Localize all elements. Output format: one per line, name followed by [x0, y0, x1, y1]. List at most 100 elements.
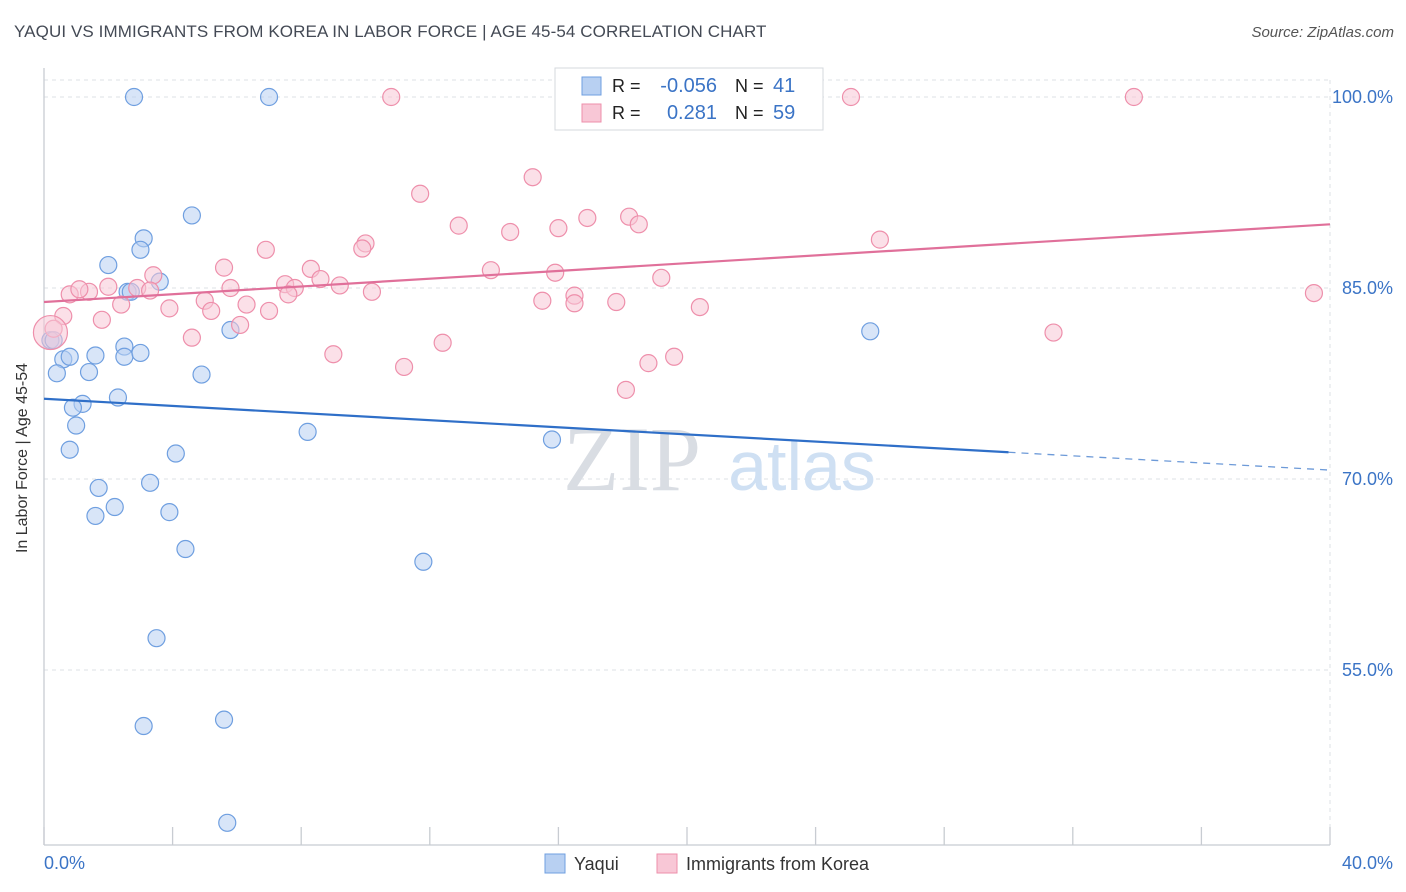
yaqui-point — [131, 240, 150, 259]
stats-r-label: R = — [612, 76, 641, 96]
yaqui-point — [79, 362, 99, 382]
korea-point — [202, 301, 221, 321]
korea-point — [639, 354, 658, 373]
korea-point — [449, 216, 468, 235]
yaqui-point — [67, 416, 86, 435]
yaqui-point — [160, 503, 179, 522]
stats-legend-swatch — [581, 76, 602, 96]
tick-labels: 55.0% 70.0% 85.0% 100.0% 0.0% 40.0% — [44, 87, 1393, 873]
korea-point — [433, 333, 452, 352]
korea-point — [182, 328, 201, 347]
korea-point — [652, 268, 671, 287]
korea-point — [231, 315, 250, 335]
stats-n-label: N = — [735, 103, 764, 123]
watermark-zip: ZIP — [563, 408, 701, 510]
x-tick-label: 40.0% — [1342, 853, 1393, 873]
korea-point — [607, 292, 626, 312]
y-tick-label: 70.0% — [1342, 469, 1393, 489]
yaqui-point — [140, 473, 160, 492]
yaqui-point — [86, 346, 105, 365]
korea-point — [690, 298, 709, 317]
yaqui-point — [131, 343, 150, 363]
stats-r-value: -0.056 — [660, 75, 717, 97]
korea-point — [144, 266, 163, 285]
x-tick-label: 0.0% — [44, 853, 85, 873]
korea-point — [501, 222, 520, 242]
yaqui-point — [176, 539, 195, 559]
korea-point — [870, 230, 890, 249]
korea-point — [99, 277, 118, 296]
korea-point — [160, 299, 179, 318]
korea-point — [533, 291, 552, 310]
yaqui-point — [214, 710, 234, 729]
yaqui-point — [182, 206, 201, 225]
stats-legend-swatch — [581, 103, 602, 123]
y-tick-label: 100.0% — [1332, 87, 1393, 107]
korea-point — [311, 269, 330, 289]
chart-source: Source: ZipAtlas.com — [1251, 24, 1394, 41]
series-legend: Yaqui Immigrants from Korea — [544, 853, 870, 874]
yaqui-point — [124, 87, 144, 107]
yaqui-point — [414, 552, 433, 571]
yaqui-point — [218, 813, 237, 832]
stats-r-label: R = — [612, 103, 641, 123]
korea-point — [362, 282, 382, 301]
stats-n-label: N = — [735, 76, 764, 96]
yaqui-point — [166, 444, 185, 463]
series-legend-swatch — [544, 853, 566, 874]
korea-point — [382, 87, 401, 107]
chart-title: YAQUI VS IMMIGRANTS FROM KOREA IN LABOR … — [14, 22, 767, 41]
yaqui-point — [115, 347, 134, 366]
korea-point — [411, 184, 430, 203]
yaqui-point — [259, 87, 279, 107]
yaqui-point — [60, 440, 79, 459]
stats-legend: R = -0.056 N = 41 R = 0.281 N = 59 — [554, 67, 824, 131]
korea-point — [841, 87, 861, 107]
korea-point — [221, 278, 240, 298]
korea-point — [523, 168, 542, 187]
y-tick-label: 85.0% — [1342, 278, 1393, 298]
yaqui-point — [298, 422, 317, 441]
stats-r-value: 0.281 — [667, 102, 717, 124]
yaqui-trend-extension — [1008, 451, 1331, 471]
korea-point — [578, 208, 597, 228]
korea-point — [665, 347, 684, 366]
korea-point — [565, 294, 584, 313]
korea-point — [92, 310, 111, 329]
yaqui-point — [63, 398, 83, 417]
korea-point — [353, 239, 372, 258]
korea-point — [629, 215, 648, 234]
yaqui-point — [99, 255, 118, 275]
data-points — [32, 87, 1324, 832]
korea-point — [32, 314, 69, 351]
yaqui-point — [86, 506, 105, 526]
yaqui-point — [861, 322, 880, 341]
korea-point — [324, 345, 343, 364]
korea-point — [1124, 87, 1143, 107]
korea-point — [237, 295, 256, 314]
korea-point — [256, 240, 275, 259]
yaqui-point — [542, 430, 562, 449]
series-legend-label: Immigrants from Korea — [686, 854, 870, 874]
yaqui-point — [60, 347, 79, 366]
y-tick-label: 55.0% — [1342, 660, 1393, 680]
yaqui-point — [192, 365, 211, 384]
series-legend-swatch — [656, 853, 678, 874]
korea-point — [279, 285, 298, 304]
korea-point — [112, 295, 131, 314]
yaqui-point — [147, 629, 166, 648]
yaqui-point — [47, 364, 66, 383]
series-legend-label: Yaqui — [574, 854, 619, 874]
trend-lines — [43, 223, 1331, 471]
korea-point — [1044, 323, 1063, 342]
yaqui-point — [89, 478, 108, 498]
yaqui-point — [134, 716, 153, 736]
stats-n-value: 59 — [773, 102, 795, 124]
korea-point — [1304, 283, 1324, 303]
yaqui-point — [105, 497, 124, 517]
stats-n-value: 41 — [773, 75, 795, 97]
korea-point — [394, 357, 414, 377]
korea-point — [259, 301, 279, 321]
korea-point — [616, 380, 636, 399]
